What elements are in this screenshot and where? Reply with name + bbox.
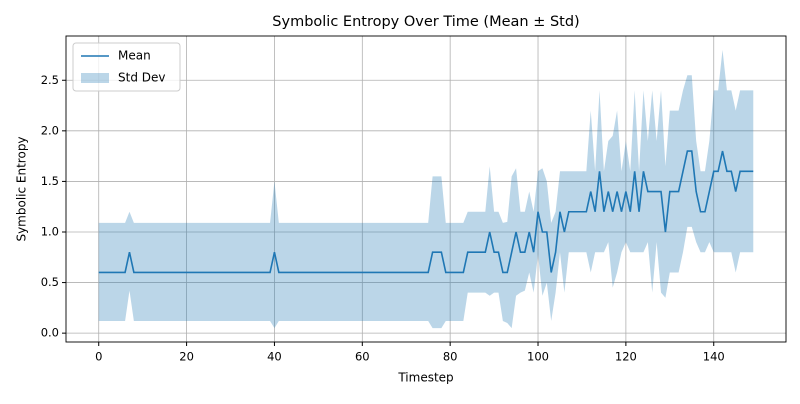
y-tick-label: 1.0 [41,224,59,238]
y-axis-label: Symbolic Entropy [15,136,29,241]
x-tick-label: 20 [179,350,194,364]
mean-line [98,150,754,274]
y-tick-label: 0.5 [41,275,59,289]
chart-title: Symbolic Entropy Over Time (Mean ± Std) [272,14,579,30]
std-band [98,49,754,329]
x-tick-label: 80 [443,350,458,364]
x-tick-label: 120 [615,350,637,364]
y-tick-label: 2.5 [41,73,59,87]
x-tick-label: 0 [95,350,102,364]
legend-swatch [81,73,109,83]
x-tick-label: 100 [527,350,549,364]
x-tick-label: 40 [267,350,282,364]
x-tick-label: 140 [703,350,725,364]
y-tick-label: 2.0 [41,123,59,137]
x-tick-label: 60 [355,350,370,364]
y-tick-label: 0.0 [41,326,59,340]
legend-box [72,42,181,92]
y-tick-label: 1.5 [41,174,59,188]
legend-label: Std Dev [118,71,165,85]
plot-frame [65,35,787,343]
x-axis-label: Timestep [397,371,453,385]
legend-label: Mean [118,49,151,63]
